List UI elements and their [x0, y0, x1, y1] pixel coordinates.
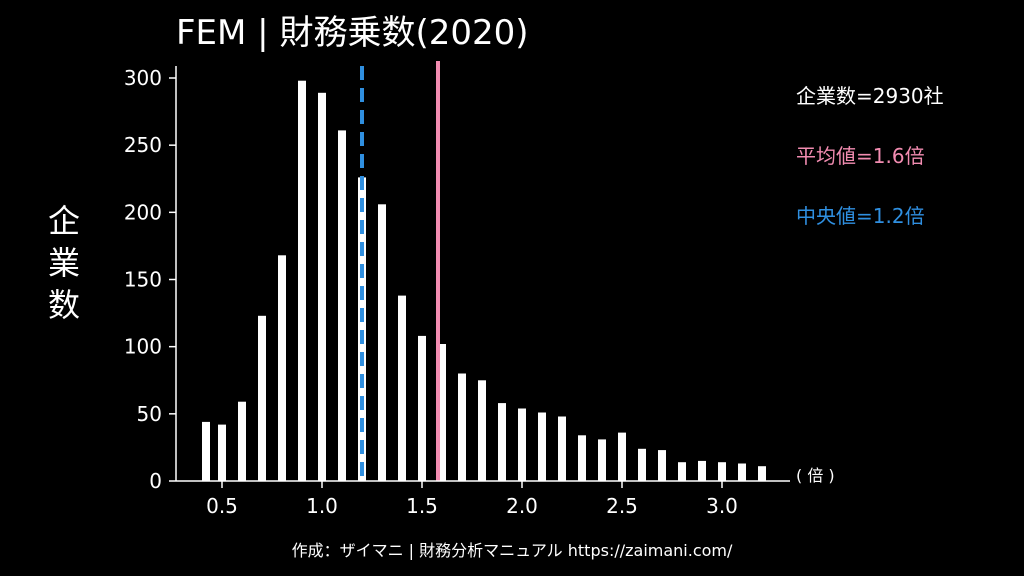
x-tick-label: 3.0	[706, 494, 738, 518]
histogram-bar	[378, 204, 386, 482]
y-ticks-group: 0 50 100 150 200 250 300	[124, 66, 176, 493]
y-tick-label: 250	[124, 133, 162, 157]
y-axis-label-char: 数	[48, 286, 80, 324]
stat-count: 企業数=2930社	[796, 84, 944, 108]
chart-title: FEM | 財務乗数(2020)	[176, 13, 529, 53]
stat-mean: 平均値=1.6倍	[796, 144, 925, 168]
x-ticks-group: 0.5 1.0 1.5 2.0 2.5 3.0	[206, 481, 738, 518]
x-tick-label: 0.5	[206, 494, 238, 518]
histogram-bar	[658, 450, 666, 481]
histogram-bar	[538, 412, 546, 481]
y-tick-label: 200	[124, 200, 162, 224]
x-tick-label: 2.0	[506, 494, 538, 518]
histogram-bar	[238, 401, 246, 481]
histogram-bar	[498, 403, 506, 481]
histogram-bar	[438, 344, 446, 481]
histogram-bar	[518, 408, 526, 481]
x-tick-label: 2.5	[606, 494, 638, 518]
histogram-bar	[478, 380, 486, 482]
histogram-bar	[698, 460, 706, 481]
histogram-bar	[202, 421, 210, 481]
y-tick-label: 50	[137, 402, 162, 426]
footer-credit: 作成：ザイマニ | 財務分析マニュアル https://zaimani.com/	[292, 541, 733, 560]
histogram-bar	[618, 432, 626, 481]
y-axis-label-char: 業	[48, 244, 80, 282]
y-axis-label: 企業数	[48, 202, 80, 324]
histogram-bar	[418, 335, 426, 481]
histogram-bar	[458, 373, 466, 481]
x-unit-label: ( 倍 )	[796, 466, 835, 485]
y-tick-label: 150	[124, 268, 162, 292]
histogram-bar	[738, 463, 746, 481]
histogram-bar	[578, 435, 586, 481]
histogram-bar	[298, 80, 306, 481]
histogram-bar	[718, 462, 726, 481]
bars-group	[202, 80, 766, 482]
y-tick-label: 300	[124, 66, 162, 90]
histogram-bar	[398, 295, 406, 481]
histogram-bar	[258, 315, 266, 481]
histogram-bar	[598, 439, 606, 481]
x-tick-label: 1.5	[406, 494, 438, 518]
histogram-bar	[558, 416, 566, 481]
histogram-bar	[338, 130, 346, 481]
histogram-bar	[358, 177, 366, 481]
x-tick-label: 1.0	[306, 494, 338, 518]
histogram-bar	[218, 424, 226, 481]
histogram-bar	[678, 462, 686, 481]
stat-median: 中央値=1.2倍	[796, 204, 925, 228]
y-axis-label-char: 企	[48, 202, 80, 240]
histogram-bar	[278, 255, 286, 481]
y-tick-label: 100	[124, 335, 162, 359]
histogram-bar	[758, 466, 766, 481]
histogram-bar	[318, 92, 326, 482]
histogram-bar	[638, 448, 646, 481]
y-tick-label: 0	[149, 469, 162, 493]
